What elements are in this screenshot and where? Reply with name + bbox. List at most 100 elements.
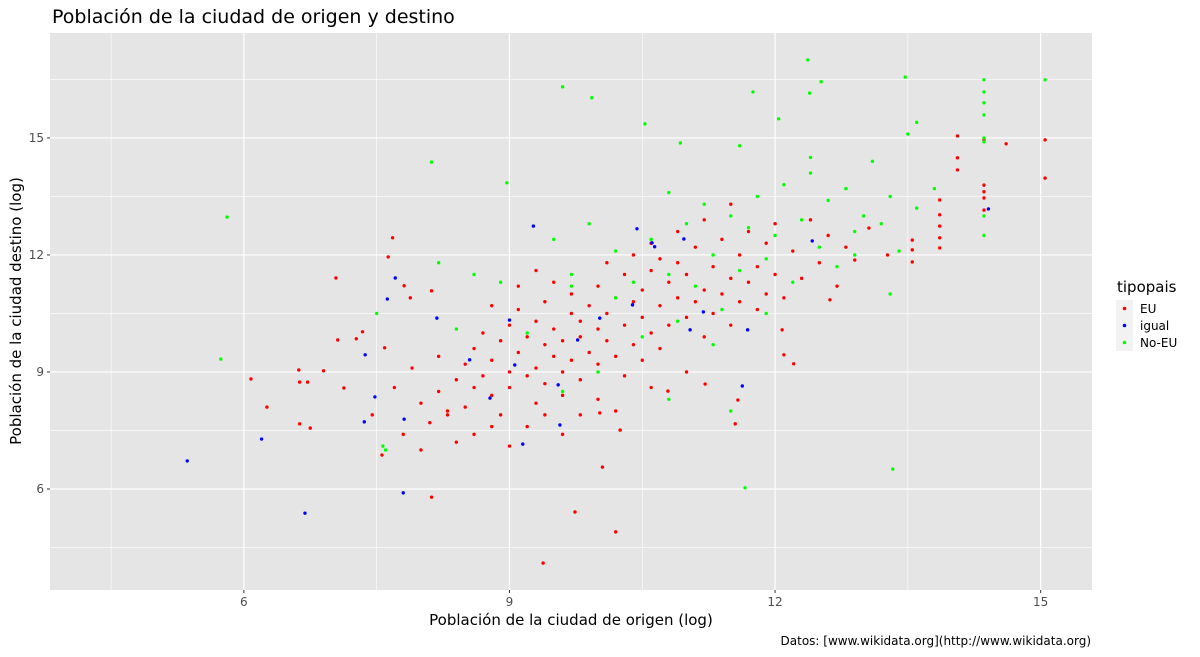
data-point [737, 144, 742, 148]
data-point [552, 354, 556, 359]
data-point [429, 495, 434, 499]
data-point [982, 190, 986, 194]
data-point [622, 374, 627, 378]
data-point [334, 276, 338, 280]
data-point [678, 141, 683, 145]
data-point [401, 432, 405, 437]
data-point [853, 258, 857, 262]
x-axis-ticks: 6 9 12 15 [240, 590, 1048, 609]
data-point [362, 420, 366, 424]
data-point [938, 236, 942, 240]
data-point [693, 284, 698, 288]
data-point [903, 75, 907, 79]
data-point [303, 511, 307, 515]
data-point [490, 303, 494, 308]
data-point [354, 337, 359, 341]
data-point [982, 214, 986, 218]
data-point [605, 339, 609, 343]
data-point [897, 249, 901, 253]
data-point [702, 202, 706, 206]
data-point [791, 362, 796, 366]
data-point [652, 245, 657, 249]
data-point [507, 323, 512, 327]
data-point [445, 409, 450, 413]
data-point [428, 420, 432, 425]
data-point [853, 229, 857, 234]
data-point [844, 186, 848, 191]
data-point [297, 422, 302, 426]
data-point [531, 224, 536, 228]
data-point [393, 276, 397, 280]
data-point [938, 213, 942, 217]
data-point [764, 292, 768, 296]
x-tick-label: 12 [767, 595, 782, 609]
y-tick-label: 15 [29, 131, 44, 145]
data-point [764, 257, 768, 261]
data-point [552, 327, 556, 331]
data-point [720, 237, 724, 242]
data-point [729, 214, 733, 218]
data-point [667, 272, 671, 277]
data-point [596, 370, 600, 374]
data-point [693, 245, 698, 249]
data-point [910, 260, 914, 264]
data-point [600, 465, 605, 469]
data-point [631, 253, 636, 257]
data-point [773, 272, 777, 277]
data-point [649, 385, 653, 390]
data-point [488, 396, 492, 400]
data-point [219, 357, 223, 361]
y-tick-label: 6 [36, 482, 44, 496]
data-point [828, 298, 832, 302]
data-point [658, 303, 662, 308]
data-point [684, 272, 689, 277]
data-point [386, 255, 390, 259]
data-point [481, 374, 485, 378]
y-axis-title: Población de la ciudad destino (log) [7, 177, 25, 445]
data-points [185, 58, 1047, 565]
data-point [598, 316, 602, 320]
data-point [938, 246, 942, 250]
data-point [436, 389, 441, 394]
data-point [667, 190, 671, 195]
data-point [658, 257, 662, 261]
data-point [297, 380, 302, 384]
data-point [702, 288, 706, 292]
data-point [702, 335, 706, 339]
data-point [498, 413, 503, 417]
data-point [782, 183, 786, 187]
data-point [560, 393, 565, 398]
series-igual [185, 207, 991, 515]
data-point [982, 113, 986, 117]
data-point [755, 194, 760, 199]
series-eu [249, 134, 1047, 565]
data-point [590, 96, 594, 100]
data-point [543, 300, 547, 304]
data-point [575, 338, 580, 342]
data-point [525, 374, 529, 378]
data-point [507, 385, 512, 390]
data-point [429, 160, 434, 164]
data-point [383, 448, 388, 452]
data-point [835, 284, 839, 288]
data-point [711, 311, 715, 316]
data-point [640, 335, 644, 339]
data-point [982, 90, 986, 94]
data-point [755, 307, 760, 312]
data-point [1043, 176, 1047, 180]
data-point [1004, 142, 1008, 146]
data-point [297, 368, 301, 372]
data-point [558, 423, 562, 427]
chart-title: Población de la ciudad de origen y desti… [52, 6, 455, 28]
data-point [982, 78, 986, 82]
data-point [569, 292, 574, 296]
data-point [454, 327, 459, 331]
data-point [569, 284, 574, 288]
data-point [598, 411, 602, 415]
data-point [622, 323, 627, 327]
data-point [596, 284, 600, 288]
data-point [560, 339, 565, 343]
data-point [891, 467, 895, 471]
data-point [472, 385, 476, 390]
data-point [185, 459, 189, 463]
